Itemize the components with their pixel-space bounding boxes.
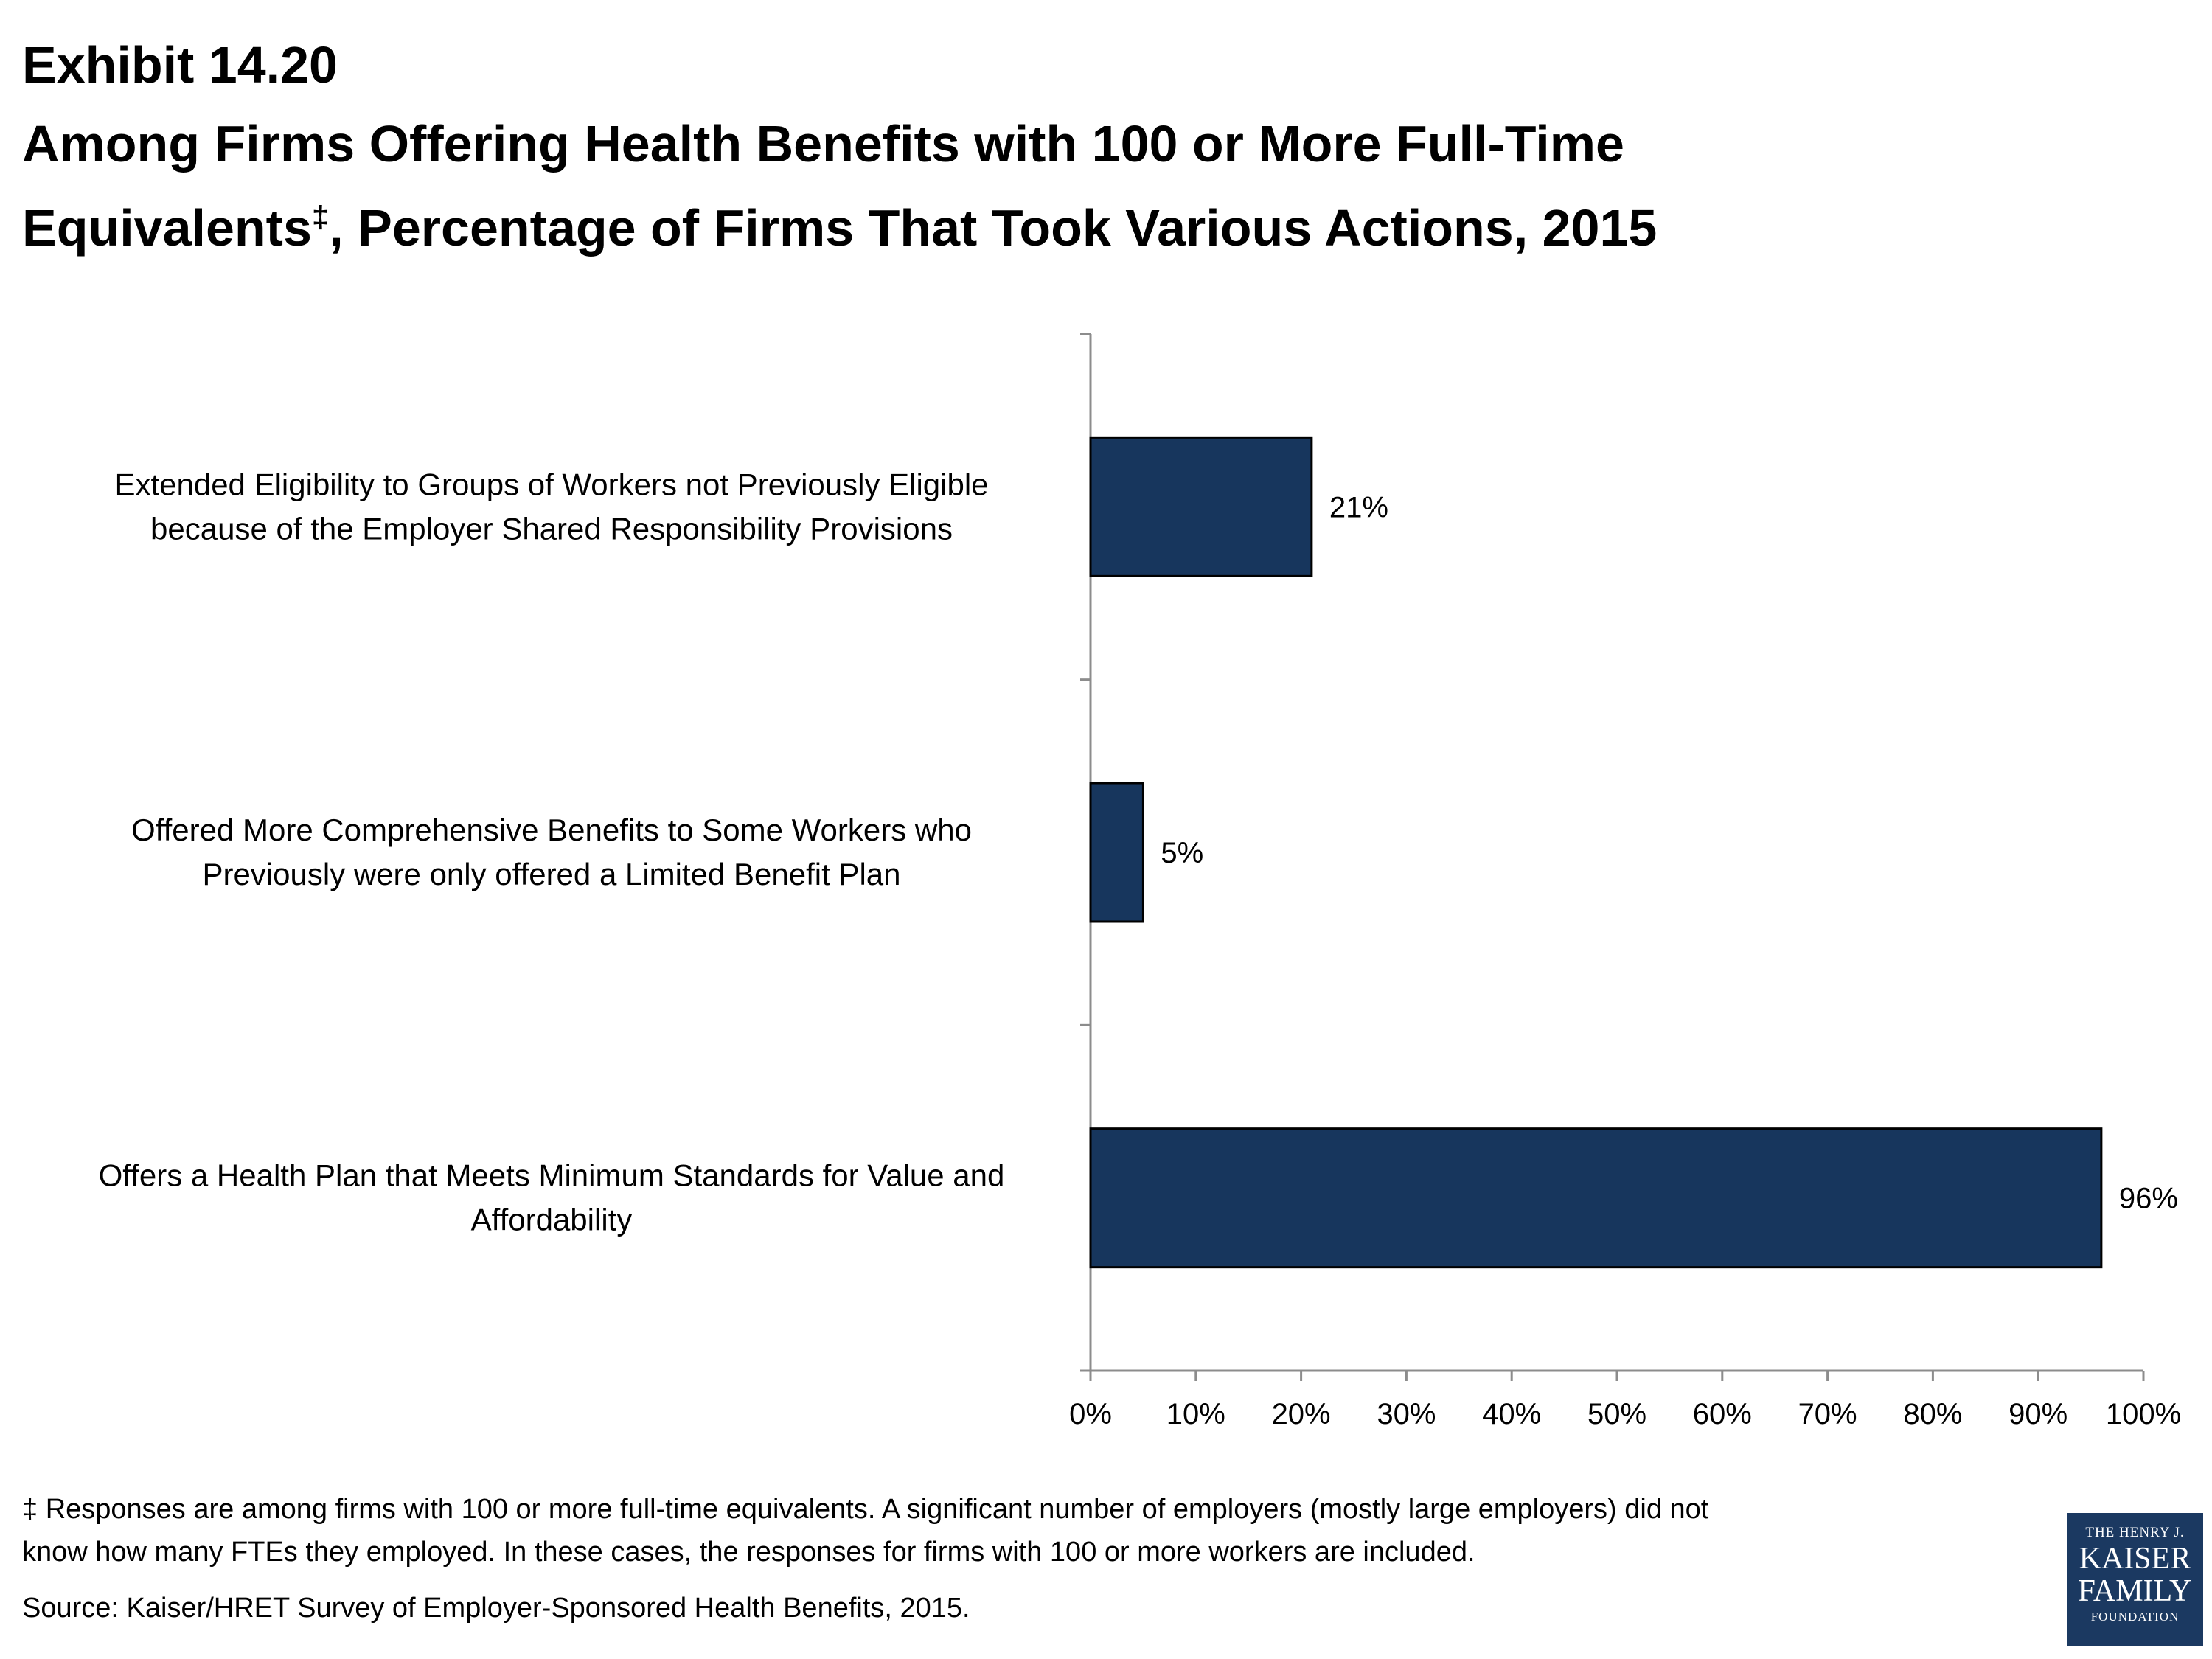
x-tick-label: 10%	[1166, 1398, 1225, 1430]
category-label-line: Offers a Health Plan that Meets Minimum …	[99, 1158, 1005, 1193]
data-label: 21%	[1329, 491, 1388, 524]
logo-line-3: FAMILY	[2078, 1574, 2192, 1608]
x-tick-label: 0%	[1069, 1398, 1112, 1430]
x-tick-label: 40%	[1482, 1398, 1541, 1430]
footnote-line-2: know how many FTEs they employed. In the…	[22, 1537, 1475, 1568]
data-label: 5%	[1161, 837, 1203, 869]
category-label-line: Extended Eligibility to Groups of Worker…	[114, 467, 988, 501]
exhibit-number: Exhibit 14.20	[22, 36, 338, 94]
x-tick-label: 70%	[1798, 1398, 1857, 1430]
bar	[1089, 436, 1313, 577]
category-label: Offered More Comprehensive Benefits to S…	[131, 813, 972, 891]
category-label-line: Affordability	[471, 1203, 633, 1237]
logo-line-2: KAISER	[2079, 1542, 2191, 1576]
kff-logo: THE HENRY J. KAISER FAMILY FOUNDATION	[2067, 1513, 2203, 1646]
data-label: 96%	[2119, 1183, 2178, 1215]
footnote: ‡ Responses are among firms with 100 or …	[22, 1488, 2028, 1573]
double-dagger-mark: ‡	[311, 199, 330, 234]
footnote-line-1: ‡ Responses are among firms with 100 or …	[22, 1494, 1709, 1525]
chart-title-line-2-end: , Percentage of Firms That Took Various …	[329, 199, 1658, 257]
x-tick-label: 90%	[2008, 1398, 2067, 1430]
category-label-line: because of the Employer Shared Responsib…	[150, 511, 953, 546]
bar	[1089, 782, 1144, 923]
x-tick-label: 30%	[1377, 1398, 1436, 1430]
logo-line-1: THE HENRY J.	[2085, 1525, 2185, 1540]
category-label: Offers a Health Plan that Meets Minimum …	[99, 1158, 1005, 1237]
logo-line-4: FOUNDATION	[2090, 1610, 2180, 1624]
x-tick-label: 50%	[1587, 1398, 1646, 1430]
category-label: Extended Eligibility to Groups of Worker…	[114, 467, 988, 546]
x-tick-label: 100%	[2106, 1398, 2181, 1430]
chart-title-line-1: Among Firms Offering Health Benefits wit…	[22, 115, 1624, 173]
bar-chart: 0% 10% 20% 30% 40% 50% 60% 70% 80% 90% 100% 21% Exte…	[99, 333, 2181, 1430]
x-tick-label: 20%	[1272, 1398, 1331, 1430]
title-block: Exhibit 14.20 Among Firms Offering Healt…	[22, 28, 2160, 270]
source-note: Source: Kaiser/HRET Survey of Employer-S…	[22, 1593, 970, 1624]
category-label-line: Previously were only offered a Limited B…	[202, 857, 900, 891]
category-label-line: Offered More Comprehensive Benefits to S…	[131, 813, 972, 847]
bar	[1089, 1127, 2103, 1269]
x-tick-label: 80%	[1903, 1398, 1962, 1430]
x-tick-label: 60%	[1693, 1398, 1752, 1430]
chart-title-line-2: Equivalents‡, Percentage of Firms That T…	[22, 186, 2160, 270]
chart-title-line-2-start: Equivalents	[22, 199, 312, 257]
